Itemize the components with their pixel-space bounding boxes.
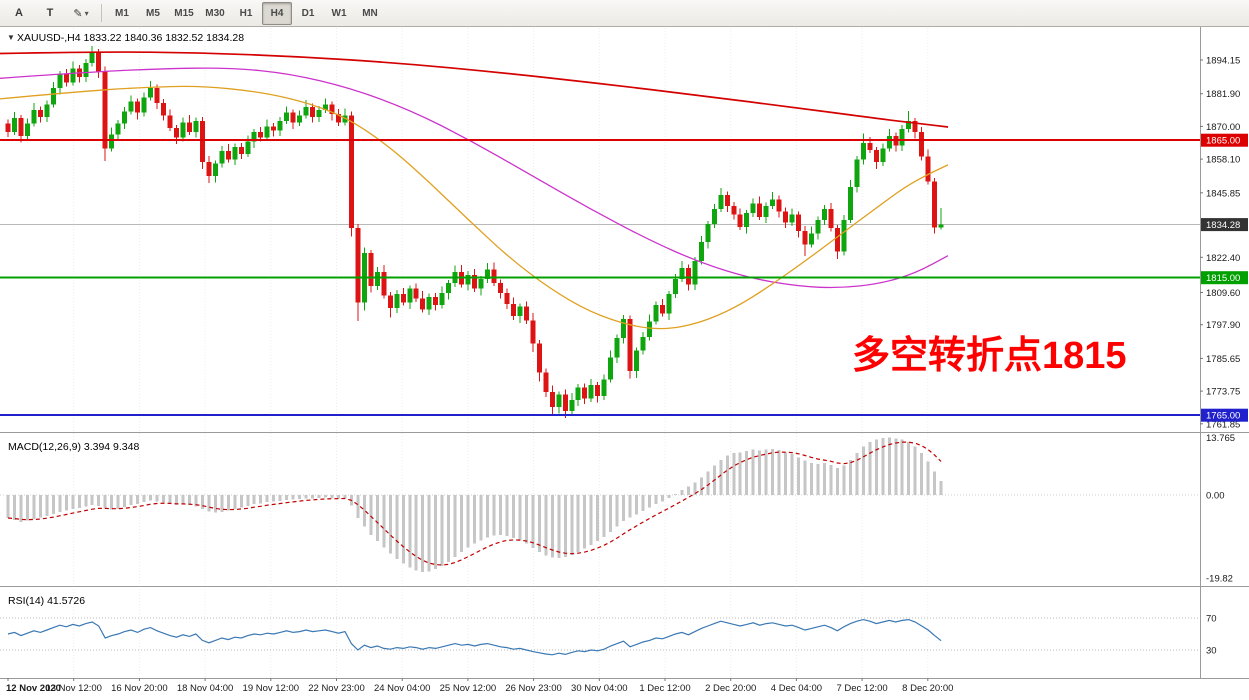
- time-label: 1 Dec 12:00: [639, 683, 690, 694]
- price-tick-label: 1822.40: [1206, 253, 1240, 264]
- macd-axis-label: -19.82: [1206, 574, 1233, 585]
- rsi-axis-label: 30: [1206, 646, 1217, 657]
- bear-candle-wicks: [7, 49, 936, 419]
- time-label: 7 Dec 12:00: [836, 683, 887, 694]
- chart-shift-marker-icon[interactable]: ▼: [7, 33, 15, 42]
- time-label: 13 Nov 12:00: [45, 683, 102, 694]
- price-tick-label: 1761.85: [1206, 419, 1240, 430]
- main-toolbar: A T ✎ ▾ M1 M5 M15 M30 H1 H4 D1 W1 MN: [0, 0, 1249, 27]
- timeframe-button-M5[interactable]: M5: [146, 7, 160, 19]
- price-tick-label: 1773.75: [1206, 387, 1240, 398]
- timeframe-button-H1[interactable]: H1: [239, 7, 253, 19]
- timeframe-button-M1[interactable]: M1: [115, 7, 129, 19]
- svg-text:1815.00: 1815.00: [1206, 273, 1240, 284]
- bull-candle-wicks: [14, 46, 942, 415]
- timeframe-button-MN[interactable]: MN: [362, 7, 378, 19]
- price-badge-1765.00: 1765.00: [1201, 408, 1248, 422]
- price-badge-1865.00: 1865.00: [1201, 133, 1248, 147]
- annotation-text[interactable]: 多空转折点1815: [852, 335, 1127, 377]
- ma-slow-red: [0, 51, 949, 128]
- time-label: 16 Nov 20:00: [111, 683, 168, 694]
- price-tick-label: 1797.90: [1206, 320, 1240, 331]
- macd-signal-line: [7, 441, 942, 566]
- price-tick-label: 1870.00: [1206, 122, 1240, 133]
- rsi-line: [7, 618, 942, 656]
- ma-fast-orange: [0, 85, 949, 330]
- timeframe-button-D1[interactable]: D1: [301, 7, 315, 19]
- tool-button-pointer[interactable]: A: [15, 7, 23, 19]
- price-tick-label: 1881.90: [1206, 89, 1240, 100]
- time-label: 19 Nov 12:00: [243, 683, 300, 694]
- macd-axis-label: 0.00: [1206, 491, 1225, 502]
- timeframe-button-M30[interactable]: M30: [205, 7, 225, 19]
- time-label: 22 Nov 23:00: [308, 683, 365, 694]
- price-tick-label: 1785.65: [1206, 354, 1240, 365]
- toolbar-separator: [101, 4, 102, 22]
- timeframe-button-H4[interactable]: H4: [262, 1, 292, 25]
- time-label: 2 Dec 20:00: [705, 683, 756, 694]
- timeframe-button-M15[interactable]: M15: [174, 7, 194, 19]
- price-tick-label: 1809.60: [1206, 288, 1240, 299]
- price-tick-label: 1858.10: [1206, 155, 1240, 166]
- rsi-title: RSI(14) 41.5726: [8, 595, 85, 607]
- svg-text:1765.00: 1765.00: [1206, 411, 1240, 422]
- macd-axis-label: 13.765: [1206, 433, 1235, 444]
- ma-mid-magenta: [0, 67, 949, 289]
- time-label: 18 Nov 04:00: [177, 683, 234, 694]
- price-badge-1834.28: 1834.28: [1201, 218, 1248, 232]
- tool-button-text[interactable]: T: [46, 7, 54, 19]
- price-badge-1815.00: 1815.00: [1201, 271, 1248, 285]
- tool-button-draw[interactable]: ✎ ▾: [73, 7, 89, 20]
- svg-text:1834.28: 1834.28: [1206, 220, 1240, 231]
- macd-histogram: [6, 437, 943, 573]
- rsi-axis-label: 70: [1206, 614, 1217, 625]
- price-tick-label: 1845.85: [1206, 188, 1240, 199]
- tool-button-group: A T ✎ ▾: [4, 2, 96, 25]
- svg-text:1865.00: 1865.00: [1206, 136, 1240, 147]
- macd-title: MACD(12,26,9) 3.394 9.348: [8, 441, 139, 453]
- dropdown-caret-icon: ▾: [84, 8, 89, 18]
- time-label: 24 Nov 04:00: [374, 683, 431, 694]
- time-label: 4 Dec 04:00: [771, 683, 822, 694]
- chart-legend: XAUUSD-,H4 1833.22 1840.36 1832.52 1834.…: [17, 32, 244, 44]
- timeframe-button-W1[interactable]: W1: [331, 7, 347, 19]
- price-axis[interactable]: 1894.15 1881.90 1870.00 1858.10 1845.85 1822.…: [1200, 56, 1248, 657]
- time-label: 30 Nov 04:00: [571, 683, 628, 694]
- price-tick-label: 1894.15: [1206, 56, 1240, 67]
- time-label: 25 Nov 12:00: [440, 683, 497, 694]
- time-label: 26 Nov 23:00: [505, 683, 562, 694]
- time-label: 12 Nov 2020: [6, 683, 61, 694]
- time-label: 8 Dec 20:00: [902, 683, 953, 694]
- timeframe-button-group: M1 M5 M15 M30 H1 H4 D1 W1 MN: [107, 1, 385, 25]
